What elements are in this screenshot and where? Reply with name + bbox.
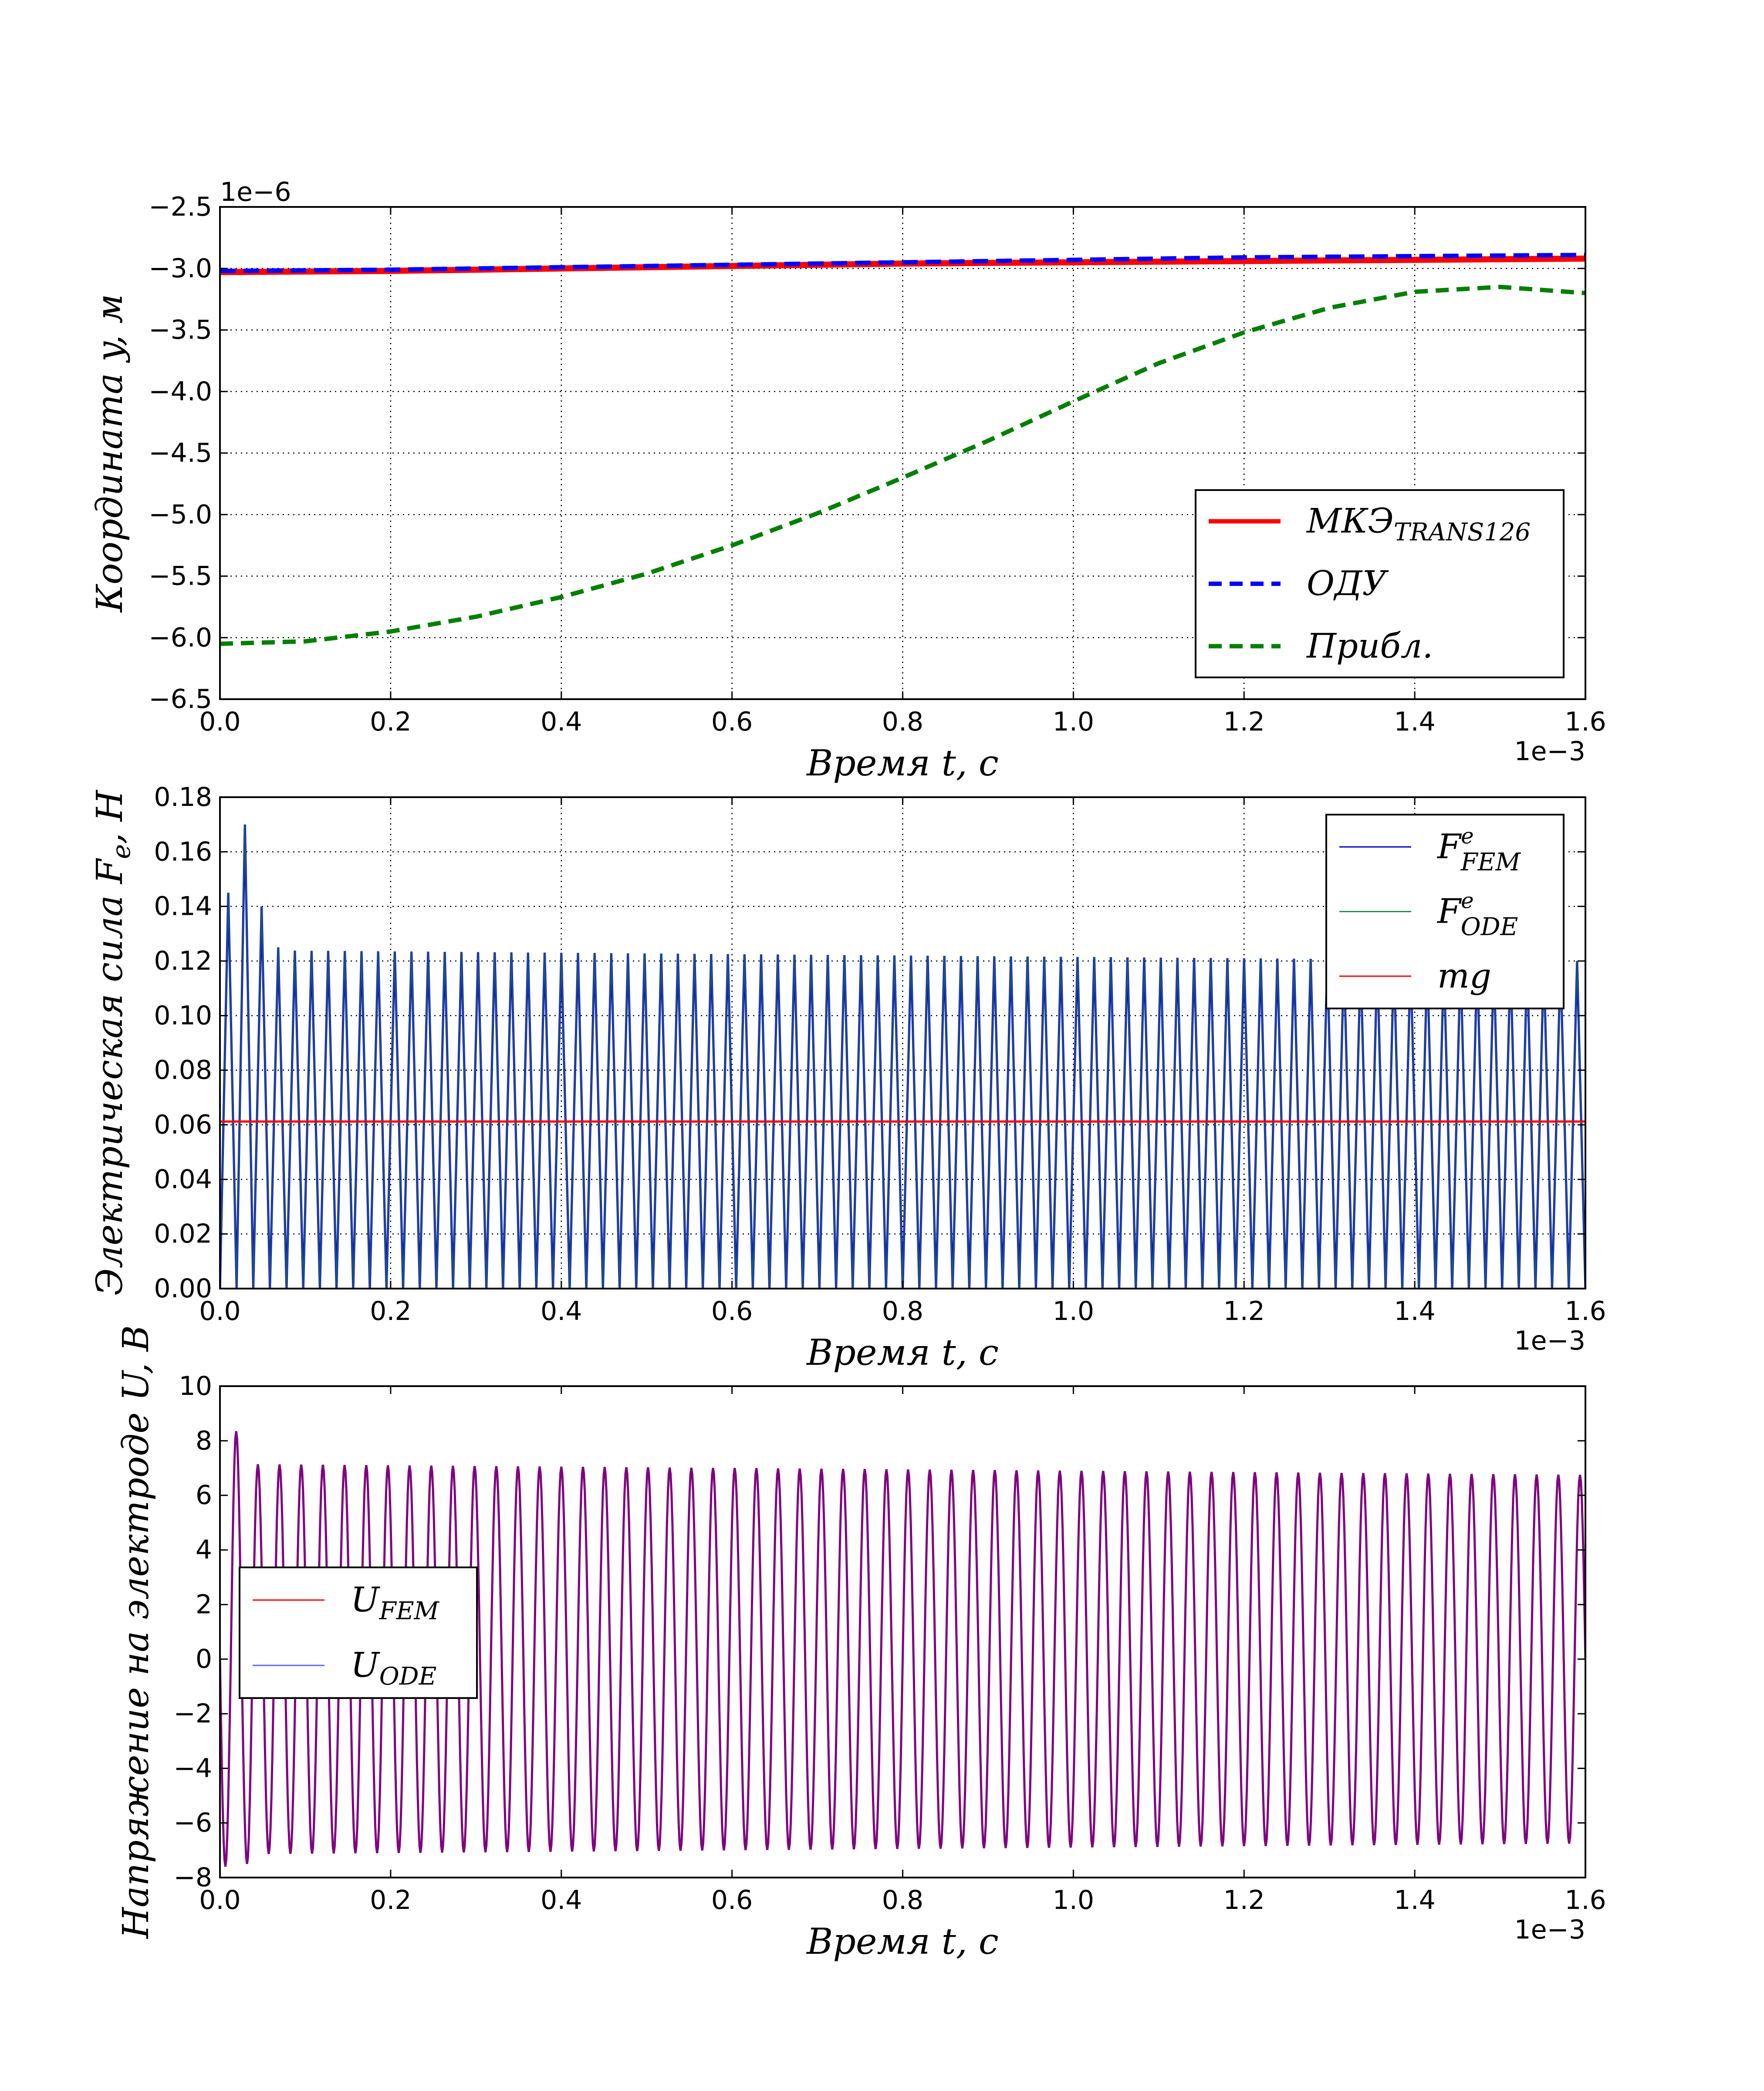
plot-content — [220, 253, 1585, 646]
y-tick-label: 10 — [179, 1371, 212, 1401]
y-tick-label: −3.5 — [149, 315, 212, 345]
y-offset-label: 1e−6 — [220, 177, 291, 207]
y-tick-label: 0.06 — [154, 1110, 212, 1140]
series-line-2 — [220, 253, 1585, 273]
x-axis-label: Время t, с — [806, 743, 999, 784]
chart-panel-2: 0.0 0.2 0.4 0.6 0.8 1.0 1.2 1.4 1.6 0.00 0.02 0.04 0… — [89, 782, 1606, 1374]
x-axis-label: Время t, с — [806, 1332, 999, 1374]
legend-label-1: МКЭTRANS126 — [1306, 502, 1531, 547]
x-tick-label: 1.6 — [1565, 1885, 1606, 1915]
y-tick-label: 0.10 — [154, 1000, 212, 1031]
y-axis-label: Электрическая сила Fe, Н — [89, 790, 136, 1296]
x-tick-label: 1.4 — [1394, 707, 1435, 737]
y-tick-label: 8 — [196, 1425, 212, 1456]
x-tick-label: 0.2 — [370, 707, 411, 737]
y-tick-label: −4.0 — [149, 376, 212, 407]
x-offset-label: 1e−3 — [1514, 1326, 1585, 1356]
y-tick-label: 2 — [196, 1589, 212, 1620]
x-tick-label: 1.6 — [1565, 707, 1606, 737]
chart-panel-3: 0.0 0.2 0.4 0.6 0.8 1.0 1.2 1.4 1.6 −8 −6 −4 −2 0 2 4 6 8… — [115, 1325, 1606, 1962]
x-tick-label: 1.4 — [1394, 1296, 1435, 1326]
legend-label-2: Fe ODE — [1436, 888, 1518, 941]
y-tick-label: 0.00 — [154, 1273, 212, 1304]
y-tick-label: −2.5 — [149, 192, 212, 222]
y-tick-label: 6 — [196, 1480, 212, 1511]
y-tick-label: −5.5 — [149, 561, 212, 592]
series-line-2 — [220, 824, 1585, 1289]
y-tick-label: −3.0 — [149, 253, 212, 284]
y-tick-label: 0.02 — [154, 1219, 212, 1249]
y-tick-label: −6 — [174, 1808, 212, 1838]
y-tick-label: −2 — [174, 1699, 212, 1729]
x-tick-label: 0.2 — [370, 1885, 411, 1915]
y-tick-label: −5.0 — [149, 499, 212, 530]
x-tick-label: 0.8 — [882, 707, 923, 737]
legend-label-2: ОДУ — [1307, 564, 1389, 603]
x-offset-label: 1e−3 — [1514, 736, 1585, 767]
x-tick-label: 0.0 — [199, 1296, 240, 1326]
y-tick-label: 0.18 — [154, 782, 212, 812]
y-tick-label: −6.0 — [149, 623, 212, 653]
legend-label-2: UODE — [351, 1646, 436, 1691]
y-tick-label: 4 — [196, 1535, 212, 1565]
y-tick-label: −8 — [174, 1862, 212, 1893]
chart-panel-1: 0.0 0.2 0.4 0.6 0.8 1.0 1.2 1.4 1.6 −6.5 −6.0 −5.5 −… — [89, 177, 1606, 784]
x-tick-label: 1.4 — [1394, 1885, 1435, 1915]
y-axis-label: Напряжение на электроде U, В — [115, 1325, 157, 1939]
x-tick-label: 0.4 — [541, 1296, 582, 1326]
y-tick-label: −4.5 — [149, 438, 212, 468]
legend-label-3: Прибл. — [1306, 626, 1433, 666]
y-tick-label: 0.08 — [154, 1055, 212, 1086]
legend-label-1: UFEM — [351, 1580, 439, 1625]
x-tick-label: 0.0 — [199, 707, 240, 737]
legend-label-3: mg — [1437, 957, 1491, 996]
plot-content — [220, 824, 1585, 1289]
y-tick-label: 0.04 — [154, 1164, 212, 1194]
x-tick-label: 0.6 — [711, 1296, 753, 1326]
legend-label-1: Fe FEM — [1436, 823, 1521, 876]
x-tick-label: 1.6 — [1565, 1296, 1606, 1326]
y-tick-label: 0.16 — [154, 836, 212, 867]
x-tick-label: 0.0 — [199, 1885, 240, 1915]
x-tick-label: 0.4 — [541, 707, 582, 737]
series-line-3 — [220, 284, 1585, 646]
x-tick-label: 1.2 — [1223, 707, 1265, 737]
x-tick-label: 0.2 — [370, 1296, 411, 1326]
x-tick-label: 0.8 — [882, 1296, 923, 1326]
legend: UFEM UODE — [239, 1567, 478, 1699]
legend-box — [239, 1567, 478, 1699]
x-tick-label: 0.6 — [711, 1885, 753, 1915]
y-tick-label: 0 — [196, 1644, 212, 1675]
x-tick-label: 1.2 — [1223, 1296, 1265, 1326]
y-tick-label: −6.5 — [149, 684, 212, 714]
x-tick-label: 1.0 — [1053, 1296, 1094, 1326]
y-tick-label: −4 — [174, 1753, 212, 1783]
y-axis-label: Координата y, м — [89, 294, 131, 613]
y-tick-label: 0.12 — [154, 946, 212, 976]
x-axis-label: Время t, с — [806, 1921, 999, 1962]
x-offset-label: 1e−3 — [1514, 1915, 1585, 1945]
x-tick-label: 1.0 — [1053, 1885, 1094, 1915]
y-tick-label: 0.14 — [154, 891, 212, 922]
x-tick-label: 1.2 — [1223, 1885, 1265, 1915]
x-tick-label: 0.6 — [711, 707, 753, 737]
x-tick-label: 0.4 — [541, 1885, 582, 1915]
x-tick-label: 0.8 — [882, 1885, 923, 1915]
legend: Fe FEM Fe ODE mg — [1325, 814, 1565, 1009]
legend: МКЭTRANS126 ОДУ Прибл. — [1195, 489, 1565, 678]
x-tick-label: 1.0 — [1053, 707, 1094, 737]
